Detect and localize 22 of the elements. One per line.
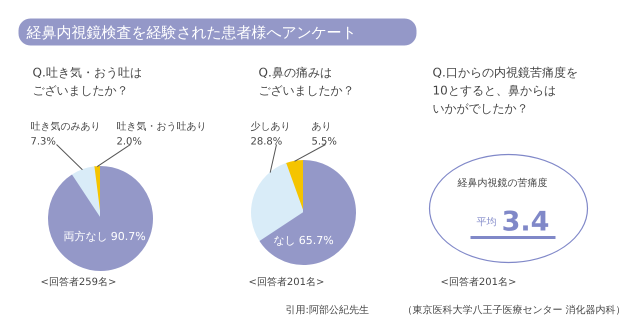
chart-subtitle: Q.吐き気・おう吐はございましたか？ — [32, 66, 142, 98]
text: 平均 — [476, 216, 496, 228]
text: <回答者259名> — [40, 276, 116, 288]
slice-label: 両方なし 90.7% — [63, 230, 146, 243]
data-label: 5.5% — [312, 136, 337, 148]
slice-label: 吐き気のみあり — [30, 120, 100, 132]
slice-label: なし 65.7% — [273, 234, 334, 247]
slice-label: 吐き気・おう吐あり — [116, 120, 206, 132]
text: <回答者201名> — [248, 276, 324, 288]
text: 3.4 — [502, 206, 550, 238]
text: 引用:阿部公紀先生 — [286, 304, 369, 316]
text: 経鼻内視鏡の苦痛度 — [456, 177, 548, 189]
slice-label: 少しあり — [250, 120, 290, 132]
text: <回答者201名> — [440, 276, 516, 288]
data-label: 2.0% — [116, 136, 142, 148]
text: （東京医科大学八王子医療センター 消化器内科） — [402, 304, 626, 316]
slice-label: あり — [312, 121, 332, 132]
chart-subtitle: Q.鼻の痛みはございましたか？ — [258, 66, 354, 98]
text: Q.口からの内視鏡苦痛度を10とすると、鼻からはいかがでしたか？ — [432, 66, 578, 116]
chart-title: 経鼻内視鏡検査を経験された患者様へアンケート — [26, 24, 356, 42]
data-label: 28.8% — [250, 136, 282, 148]
data-label: 7.3% — [30, 136, 56, 148]
